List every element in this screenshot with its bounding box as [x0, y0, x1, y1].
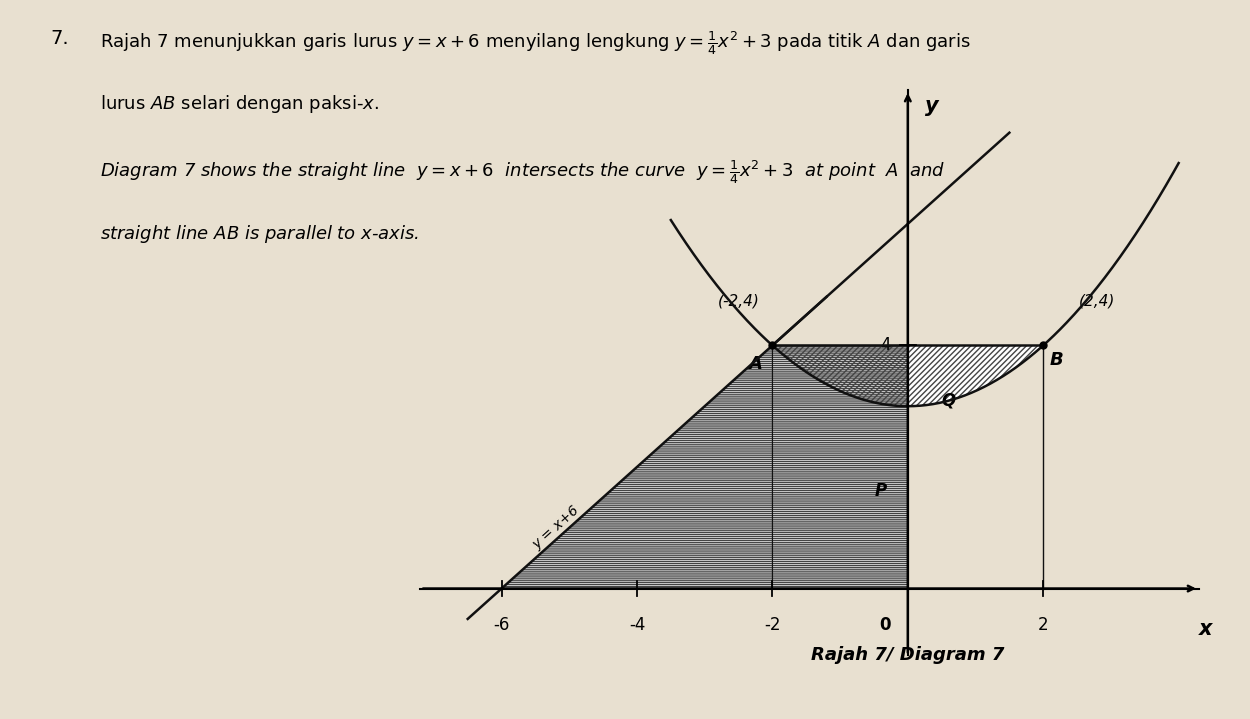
Text: P: P	[875, 482, 886, 500]
Text: -2: -2	[764, 616, 781, 634]
Text: lurus $AB$ selari dengan paksi-$x$.: lurus $AB$ selari dengan paksi-$x$.	[100, 93, 379, 116]
Text: 7.: 7.	[50, 29, 69, 47]
Text: Diagram 7 shows the straight line  $y = x+6$  intersects the curve  $y = \frac{1: Diagram 7 shows the straight line $y = x…	[100, 158, 945, 186]
Text: 0: 0	[880, 616, 891, 634]
Text: 2: 2	[1038, 616, 1049, 634]
Text: -6: -6	[494, 616, 510, 634]
Text: (2,4): (2,4)	[1079, 294, 1115, 309]
Text: 4: 4	[880, 336, 891, 354]
Text: y = x+6: y = x+6	[530, 503, 581, 552]
Text: A: A	[749, 354, 762, 372]
Text: straight line $AB$ is parallel to $x$-axis.: straight line $AB$ is parallel to $x$-ax…	[100, 223, 419, 245]
Text: Q: Q	[941, 391, 955, 409]
Text: Rajah 7/ Diagram 7: Rajah 7/ Diagram 7	[811, 646, 1005, 664]
Text: B: B	[1050, 352, 1064, 370]
Text: -4: -4	[629, 616, 645, 634]
Text: y: y	[925, 96, 939, 116]
Text: x: x	[1199, 619, 1212, 639]
Text: Rajah 7 menunjukkan garis lurus $y = x+6$ menyilang lengkung $y = \frac{1}{4}x^2: Rajah 7 menunjukkan garis lurus $y = x+6…	[100, 29, 971, 57]
Text: (-2,4): (-2,4)	[718, 294, 760, 309]
